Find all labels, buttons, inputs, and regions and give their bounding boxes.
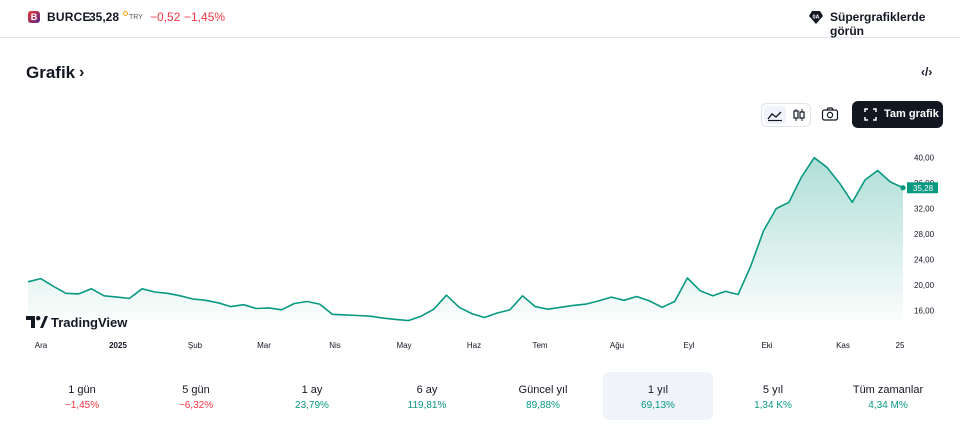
symbol-header: B BURCE 35,28 TRY −0,52 −1,45% 0A Süperg… [0,0,960,38]
x-tick-label: 25 [896,341,905,350]
last-price: 35,28 [89,10,120,24]
y-tick-label: 40,00 [914,154,935,163]
x-tick-label: Haz [467,341,481,350]
period-change-value: 1,34 K% [754,400,792,411]
period-label: 6 ay [416,384,438,396]
fullscreen-icon [864,108,877,121]
y-tick-label: 16,00 [914,306,935,315]
x-tick-label: Tem [532,341,547,350]
supercharts-icon[interactable]: 0A [808,10,824,25]
period-tab[interactable]: Tüm zamanlar 4,34 M% [833,372,943,420]
camera-icon[interactable] [821,106,839,122]
y-tick-label: 20,00 [914,281,935,290]
x-tick-label: Şub [188,341,203,350]
chevron-right-icon[interactable]: › [79,64,85,81]
period-tab[interactable]: 1 ay 23,79% [257,372,367,420]
period-label: Güncel yıl [518,384,568,396]
x-tick-label: Mar [257,341,271,350]
period-tab[interactable]: 5 yıl 1,34 K% [718,372,828,420]
line-chart-button[interactable] [764,106,786,124]
tradingview-wordmark: TradingView [51,315,128,330]
price-change-percent: −1,45% [184,10,226,24]
currency-label: TRY [129,14,143,21]
period-tab[interactable]: Güncel yıl 89,88% [488,372,598,420]
period-tab[interactable]: 6 ay 119,81% [372,372,482,420]
period-label: 1 ay [301,384,323,396]
x-axis: Ara 2025 Şub Mar Nis May Haz Tem Ağu Eyl Eki Kas 25 [35,341,905,350]
full-chart-label: Tam grafik [884,108,939,120]
supercharts-badge-text: 0A [812,15,819,21]
period-label: 5 gün [182,384,210,396]
y-tick-label: 32,00 [914,205,935,214]
ticker-symbol[interactable]: BURCE [47,10,91,24]
x-tick-label: Ağu [610,341,624,350]
price-line [27,156,904,322]
market-status-icon [123,11,128,16]
candlestick-button[interactable] [788,106,810,124]
line-chart-icon [767,111,782,122]
period-change-value: −6,32% [178,400,214,411]
period-change-value: 89,88% [526,400,560,411]
period-change-value: −1,45% [64,400,100,411]
period-performance-bar: 1 gün −1,45% 5 gün −6,32% 1 ay 23,79% 6 ay 119,… [0,370,960,422]
x-tick-label: 2025 [109,341,127,350]
period-tab[interactable]: 1 yıl 69,13% [603,372,713,420]
last-price-label: 35,28 [913,184,934,193]
price-area-fill [28,157,903,321]
candlestick-icon [793,109,805,121]
full-chart-button[interactable]: Tam grafik [852,101,943,128]
period-tab[interactable]: 5 gün −6,32% [141,372,251,420]
last-price-marker [900,185,906,191]
x-tick-label: May [396,341,411,350]
supercharts-link[interactable]: Süpergrafiklerde görün [830,10,926,38]
x-tick-label: Eki [761,341,772,350]
embed-code-icon[interactable]: ‹/› [921,65,933,79]
period-change-value: 23,79% [295,400,329,411]
period-change-value: 69,13% [641,400,675,411]
last-price-badge [907,182,938,194]
section-title[interactable]: Grafik [26,63,76,82]
x-tick-label: Nis [329,341,341,350]
y-tick-label: 28,00 [914,230,935,239]
tradingview-icon [26,316,48,328]
period-tab[interactable]: 1 gün −1,45% [27,372,137,420]
y-tick-label: 24,00 [914,256,935,265]
period-change-value: 4,34 M% [868,400,908,411]
company-logo: B [28,11,40,23]
period-label: 1 gün [68,384,96,396]
period-label: 1 yıl [647,384,669,396]
x-tick-label: Ara [35,341,48,350]
x-tick-label: Kas [836,341,850,350]
price-change: −0,52 [150,10,181,24]
period-label: Tüm zamanlar [852,384,924,396]
x-tick-label: Eyl [683,341,694,350]
period-change-value: 119,81% [407,400,447,411]
chart-type-toggle [761,103,811,127]
period-label: 5 yıl [762,384,784,396]
